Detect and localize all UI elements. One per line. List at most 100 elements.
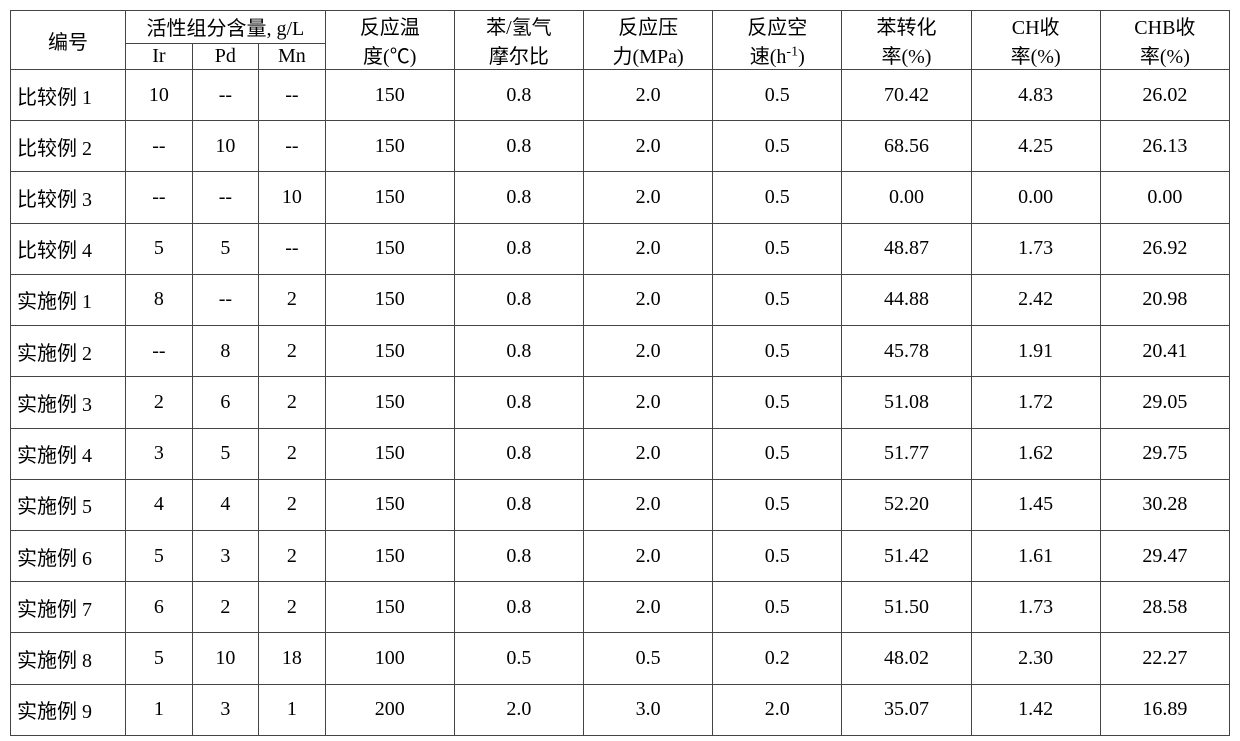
cell-ratio: 2.0	[454, 684, 583, 735]
cell-pd: --	[192, 172, 259, 223]
cell-ch: 1.61	[971, 530, 1100, 581]
cell-pressure: 2.0	[583, 530, 712, 581]
cell-ir: 5	[126, 633, 193, 684]
cell-mn: 10	[259, 172, 326, 223]
cell-conv: 48.87	[842, 223, 971, 274]
cell-pressure: 2.0	[583, 428, 712, 479]
cell-ch: 4.25	[971, 121, 1100, 172]
cell-chb: 29.47	[1100, 530, 1229, 581]
cell-ch: 1.45	[971, 479, 1100, 530]
table-row: 比较例 2--10--1500.82.00.568.564.2526.13	[11, 121, 1230, 172]
header-line: 摩尔比	[489, 46, 549, 68]
header-line: 率(%)	[1011, 46, 1061, 68]
cell-temp: 150	[325, 530, 454, 581]
cell-space: 0.5	[713, 70, 842, 121]
header-line: 反应空	[747, 17, 807, 39]
cell-ch: 1.73	[971, 223, 1100, 274]
cell-ch: 4.83	[971, 70, 1100, 121]
cell-ir: 1	[126, 684, 193, 735]
cell-ch: 1.91	[971, 326, 1100, 377]
cell-id: 实施例 8	[11, 633, 126, 684]
table-row: 实施例 43521500.82.00.551.771.6229.75	[11, 428, 1230, 479]
col-active-group: 活性组分含量, g/L	[126, 11, 326, 44]
cell-chb: 30.28	[1100, 479, 1229, 530]
cell-conv: 52.20	[842, 479, 971, 530]
col-ir: Ir	[126, 43, 193, 69]
cell-id: 实施例 4	[11, 428, 126, 479]
cell-conv: 35.07	[842, 684, 971, 735]
cell-ir: 5	[126, 223, 193, 274]
cell-conv: 51.50	[842, 582, 971, 633]
table-row: 实施例 2--821500.82.00.545.781.9120.41	[11, 326, 1230, 377]
cell-conv: 45.78	[842, 326, 971, 377]
cell-mn: --	[259, 223, 326, 274]
col-chb: CHB收率(%)	[1100, 11, 1229, 70]
cell-ir: --	[126, 326, 193, 377]
cell-ratio: 0.8	[454, 121, 583, 172]
cell-pd: 10	[192, 633, 259, 684]
cell-mn: 1	[259, 684, 326, 735]
header-line: CH收	[1012, 17, 1060, 39]
cell-ch: 2.42	[971, 274, 1100, 325]
cell-pressure: 2.0	[583, 274, 712, 325]
cell-id: 实施例 7	[11, 582, 126, 633]
cell-ratio: 0.8	[454, 530, 583, 581]
header-line: 率(%)	[881, 46, 931, 68]
cell-temp: 150	[325, 582, 454, 633]
header-line: 反应压	[618, 17, 678, 39]
cell-chb: 22.27	[1100, 633, 1229, 684]
table-wrapper: 编号 活性组分含量, g/L 反应温度(℃) 苯/氢气摩尔比 反应压力(MPa)…	[0, 0, 1240, 741]
cell-ratio: 0.8	[454, 223, 583, 274]
cell-pd: 3	[192, 684, 259, 735]
cell-pressure: 2.0	[583, 479, 712, 530]
cell-ch: 2.30	[971, 633, 1100, 684]
cell-ir: --	[126, 172, 193, 223]
cell-space: 0.5	[713, 428, 842, 479]
cell-id: 实施例 9	[11, 684, 126, 735]
cell-ratio: 0.8	[454, 377, 583, 428]
cell-conv: 51.77	[842, 428, 971, 479]
cell-mn: 2	[259, 479, 326, 530]
cell-space: 2.0	[713, 684, 842, 735]
cell-pressure: 2.0	[583, 582, 712, 633]
cell-temp: 150	[325, 326, 454, 377]
cell-chb: 29.75	[1100, 428, 1229, 479]
cell-pd: 6	[192, 377, 259, 428]
cell-space: 0.5	[713, 326, 842, 377]
cell-pressure: 2.0	[583, 326, 712, 377]
cell-mn: 2	[259, 377, 326, 428]
cell-ch: 1.62	[971, 428, 1100, 479]
table-row: 实施例 54421500.82.00.552.201.4530.28	[11, 479, 1230, 530]
cell-pd: 10	[192, 121, 259, 172]
cell-ratio: 0.5	[454, 633, 583, 684]
cell-ratio: 0.8	[454, 479, 583, 530]
table-row: 比较例 3----101500.82.00.50.000.000.00	[11, 172, 1230, 223]
cell-ratio: 0.8	[454, 326, 583, 377]
col-id: 编号	[11, 11, 126, 70]
cell-ch: 1.72	[971, 377, 1100, 428]
cell-pressure: 2.0	[583, 121, 712, 172]
col-ch: CH收率(%)	[971, 11, 1100, 70]
cell-ir: 6	[126, 582, 193, 633]
header-line: 速(h	[750, 46, 787, 68]
cell-conv: 51.42	[842, 530, 971, 581]
cell-mn: 2	[259, 530, 326, 581]
cell-space: 0.2	[713, 633, 842, 684]
cell-temp: 100	[325, 633, 454, 684]
cell-chb: 26.92	[1100, 223, 1229, 274]
col-mn: Mn	[259, 43, 326, 69]
cell-pressure: 0.5	[583, 633, 712, 684]
header-line: 度(℃)	[363, 46, 416, 68]
cell-conv: 48.02	[842, 633, 971, 684]
cell-ch: 1.42	[971, 684, 1100, 735]
table-row: 实施例 32621500.82.00.551.081.7229.05	[11, 377, 1230, 428]
cell-space: 0.5	[713, 582, 842, 633]
col-ratio: 苯/氢气摩尔比	[454, 11, 583, 70]
cell-ir: 10	[126, 70, 193, 121]
cell-pd: --	[192, 70, 259, 121]
cell-space: 0.5	[713, 377, 842, 428]
cell-chb: 29.05	[1100, 377, 1229, 428]
cell-id: 实施例 3	[11, 377, 126, 428]
cell-id: 比较例 1	[11, 70, 126, 121]
cell-temp: 150	[325, 479, 454, 530]
